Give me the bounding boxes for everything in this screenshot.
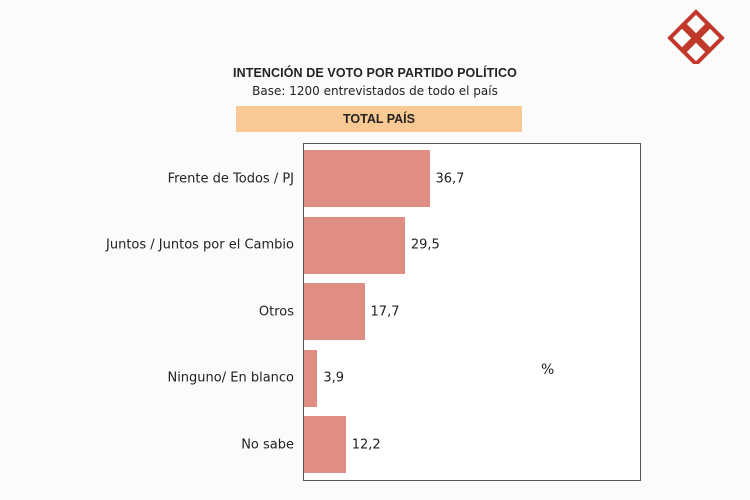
total-pais-banner: TOTAL PAÍS <box>236 106 522 132</box>
category-label: Ninguno/ En blanco <box>167 370 294 386</box>
bar <box>304 349 318 407</box>
chart-subtitle: Base: 1200 entrevistados de todo el país <box>252 84 498 98</box>
value-label: 3,9 <box>323 370 345 386</box>
category-label: Otros <box>258 304 294 319</box>
category-label: No sabe <box>241 437 294 452</box>
bar <box>304 150 430 207</box>
bar <box>304 283 365 340</box>
category-label: Frente de Todos / PJ <box>167 171 294 186</box>
value-label: 29,5 <box>410 237 440 253</box>
chart-title: INTENCIÓN DE VOTO POR PARTIDO POLÍTICO <box>233 66 517 80</box>
value-label: 17,7 <box>370 304 400 319</box>
category-label: Juntos / Juntos por el Cambio <box>106 237 294 253</box>
bar <box>304 216 405 274</box>
value-label: 12,2 <box>351 437 381 452</box>
unit-label: % <box>541 362 555 378</box>
brand-logo-icon <box>667 9 725 64</box>
value-label: 36,7 <box>435 171 465 186</box>
bar <box>304 416 346 473</box>
